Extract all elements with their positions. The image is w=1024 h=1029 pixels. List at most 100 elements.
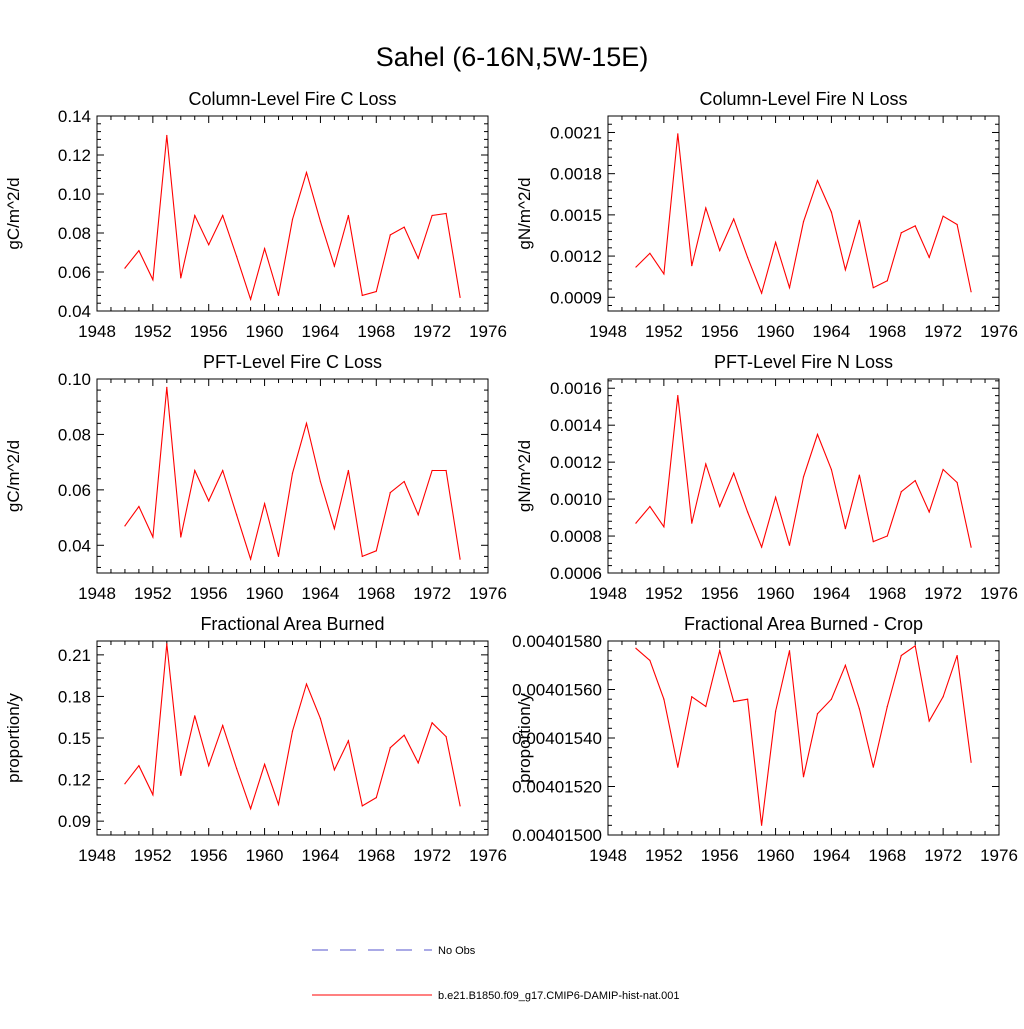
data-point bbox=[347, 469, 349, 472]
data-point bbox=[319, 718, 322, 720]
data-point bbox=[194, 469, 196, 472]
data-point bbox=[333, 265, 335, 267]
data-point bbox=[305, 683, 308, 685]
data-point bbox=[956, 481, 958, 484]
data-point bbox=[236, 514, 238, 516]
y-tick-label: 0.0015 bbox=[550, 206, 602, 225]
x-tick-label: 1976 bbox=[469, 322, 507, 341]
data-point bbox=[222, 214, 224, 217]
data-point bbox=[333, 769, 335, 771]
x-tick-label: 1968 bbox=[868, 584, 906, 603]
data-point bbox=[166, 643, 168, 645]
data-point bbox=[886, 280, 888, 282]
y-tick-label: 0.00401520 bbox=[512, 778, 602, 797]
data-point bbox=[956, 223, 958, 226]
data-point bbox=[138, 505, 140, 508]
data-point bbox=[319, 480, 322, 483]
data-point bbox=[152, 536, 154, 538]
x-tick-label: 1976 bbox=[469, 846, 507, 865]
data-point bbox=[277, 803, 280, 806]
data-point bbox=[347, 214, 349, 217]
plot-frame bbox=[96, 640, 489, 836]
chart-panel-3: 1948 1952 1956 1960 1964 1968 1972 1976 0.04 0.06… bbox=[4, 352, 507, 603]
data-point bbox=[291, 472, 294, 474]
x-tick-label: 1972 bbox=[924, 846, 962, 865]
data-point bbox=[361, 294, 363, 296]
y-tick-label: 0.15 bbox=[58, 729, 91, 748]
data-point bbox=[970, 761, 972, 763]
data-point bbox=[431, 214, 433, 217]
x-tick-label: 1948 bbox=[78, 322, 116, 341]
data-point bbox=[263, 763, 266, 765]
chart-panel-5: 1948 1952 1956 1960 1964 1968 1972 1976 0.09 0.12… bbox=[4, 614, 507, 865]
y-tick-label: 0.10 bbox=[58, 185, 91, 204]
data-point bbox=[858, 474, 860, 476]
x-tick-label: 1952 bbox=[645, 322, 683, 341]
data-point bbox=[361, 805, 363, 807]
data-point bbox=[802, 476, 805, 478]
data-point bbox=[459, 558, 461, 560]
data-point bbox=[691, 696, 693, 698]
data-point bbox=[872, 540, 874, 543]
data-point bbox=[858, 219, 860, 221]
x-tick-label: 1956 bbox=[701, 846, 739, 865]
data-point bbox=[375, 550, 377, 552]
data-point bbox=[914, 225, 916, 227]
data-point bbox=[928, 511, 930, 513]
x-tick-label: 1964 bbox=[302, 322, 340, 341]
data-point bbox=[403, 226, 405, 228]
data-point bbox=[872, 766, 874, 768]
panel-title: PFT-Level Fire C Loss bbox=[203, 352, 382, 372]
y-tick-label: 0.0008 bbox=[550, 527, 602, 546]
x-tick-label: 1976 bbox=[980, 584, 1018, 603]
data-point bbox=[417, 762, 419, 764]
data-point bbox=[677, 766, 679, 768]
data-point bbox=[649, 252, 651, 254]
x-tick-label: 1948 bbox=[78, 584, 116, 603]
y-tick-label: 0.0010 bbox=[550, 490, 602, 509]
data-point bbox=[635, 522, 637, 524]
panel-title: PFT-Level Fire N Loss bbox=[714, 352, 893, 372]
x-tick-label: 1952 bbox=[134, 846, 172, 865]
series-line bbox=[124, 643, 461, 811]
chart-panel-6: 1948 1952 1956 1960 1964 1968 1972 1976 0.004015… bbox=[512, 614, 1018, 865]
data-point bbox=[291, 730, 294, 732]
data-point bbox=[222, 469, 224, 472]
data-point bbox=[635, 266, 637, 268]
data-point bbox=[389, 492, 391, 494]
data-point bbox=[431, 469, 433, 472]
y-tick-label: 0.0006 bbox=[550, 564, 602, 583]
panel-title: Fractional Area Burned - Crop bbox=[684, 614, 923, 634]
data-point bbox=[747, 256, 749, 259]
data-point bbox=[719, 249, 721, 252]
data-point bbox=[705, 463, 707, 465]
data-point bbox=[691, 522, 693, 524]
data-point bbox=[347, 740, 349, 742]
chart-panel-1: 1948 1952 1956 1960 1964 1968 1972 1976 0.04 0.06… bbox=[4, 89, 507, 341]
data-point bbox=[124, 525, 126, 527]
data-point bbox=[194, 214, 196, 217]
data-point bbox=[802, 776, 805, 778]
y-axis-label: proportion/y bbox=[4, 693, 23, 783]
data-point bbox=[677, 395, 679, 397]
x-tick-label: 1948 bbox=[589, 846, 627, 865]
data-point bbox=[236, 255, 238, 257]
x-tick-label: 1964 bbox=[813, 584, 851, 603]
data-point bbox=[319, 220, 322, 222]
data-point bbox=[802, 221, 805, 223]
legend: No Obs b.e21.B1850.f09_g17.CMIP6-DAMIP-h… bbox=[312, 945, 680, 1002]
y-axis-label: gN/m^2/d bbox=[515, 177, 534, 249]
data-point bbox=[305, 171, 308, 174]
y-tick-label: 0.06 bbox=[58, 481, 91, 500]
panel-title: Column-Level Fire N Loss bbox=[699, 89, 907, 109]
panel-title: Column-Level Fire C Loss bbox=[188, 89, 396, 109]
y-axis-label: gC/m^2/d bbox=[4, 440, 23, 512]
x-tick-label: 1972 bbox=[924, 322, 962, 341]
x-tick-label: 1952 bbox=[645, 846, 683, 865]
plot-frame bbox=[607, 115, 1000, 312]
y-tick-label: 0.12 bbox=[58, 771, 91, 790]
data-point bbox=[417, 514, 419, 516]
data-point bbox=[263, 248, 266, 250]
data-point bbox=[830, 698, 833, 700]
